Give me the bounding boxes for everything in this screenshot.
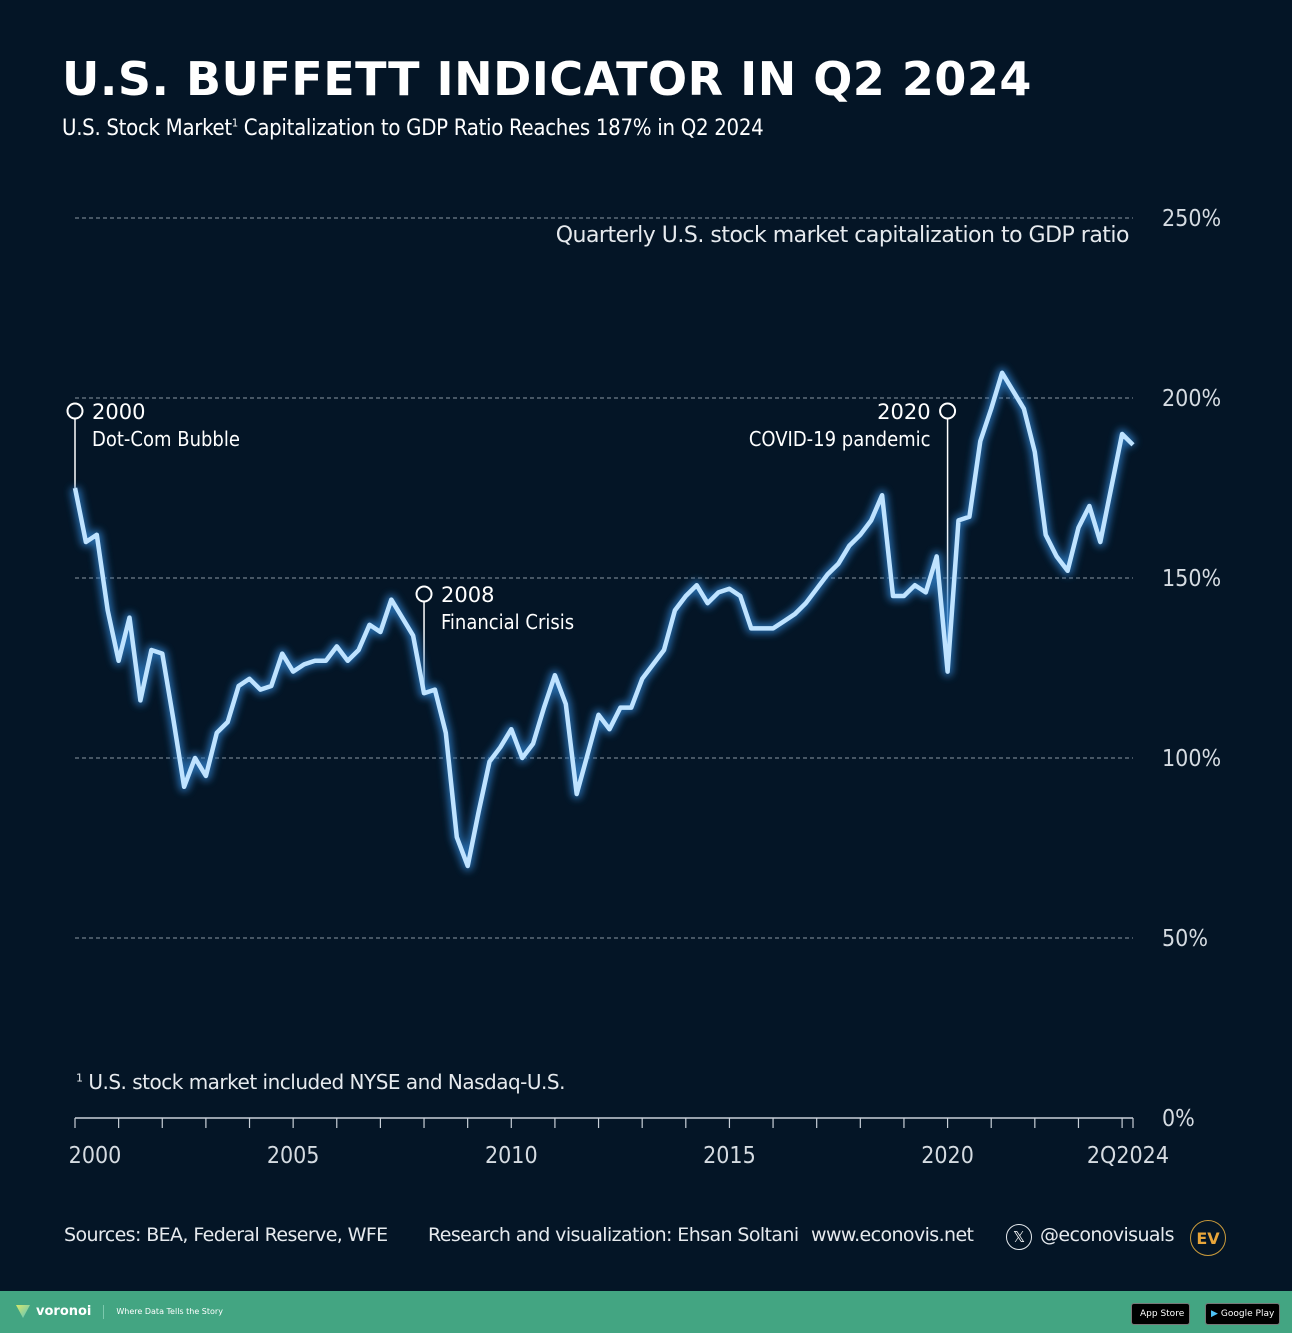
subtitle: U.S. Stock Market1 Capitalization to GDP… (62, 116, 764, 141)
x-tick-label: 2000 (69, 1143, 122, 1169)
x-tick-label: 2Q2024 (1087, 1143, 1169, 1169)
x-axis: 2000 2005 2010 2015 2020 2Q2024 (69, 1117, 1169, 1169)
y-tick-label: 50% (1162, 926, 1208, 952)
voronoi-logo-icon (16, 1305, 30, 1318)
voronoi-bar: voronoi Where Data Tells the Story App S… (0, 1291, 1292, 1333)
annotation-year: 2000 (92, 400, 145, 424)
x-tick-label: 2015 (703, 1143, 756, 1169)
y-tick-label: 250% (1162, 206, 1221, 232)
line-chart: 0%50%100%150%200%250% 2000 2005 2010 2015 20… (66, 206, 1221, 1169)
website-link[interactable]: www.econovis.net (811, 1224, 974, 1246)
subtitle-text-pre: U.S. Stock Market (62, 116, 232, 141)
series-label: Quarterly U.S. stock market capitalizati… (555, 223, 1130, 248)
x-tick-label: 2020 (921, 1143, 974, 1169)
annotation-label: Financial Crisis (441, 610, 574, 634)
annotation: 2008 Financial Crisis (415, 583, 574, 694)
y-axis: 0% 50% 100% 150% 200% 250% (1162, 206, 1221, 1132)
voronoi-name: voronoi (36, 1304, 92, 1319)
y-tick-label: 150% (1162, 566, 1221, 592)
series-line (72, 370, 1135, 869)
subtitle-text-post: Capitalization to GDP Ratio Reaches 187%… (237, 116, 764, 141)
footnote-marker: 1 (76, 1071, 83, 1085)
divider (103, 1304, 105, 1319)
x-logo-icon[interactable]: 𝕏 (1006, 1224, 1032, 1250)
social-handle[interactable]: @econovisuals (1040, 1224, 1175, 1246)
app-store-button[interactable]: App Store (1131, 1303, 1191, 1325)
google-play-label: Google Play (1220, 1309, 1275, 1319)
footnote-text: U.S. stock market included NYSE and Nasd… (82, 1070, 565, 1094)
annotation-label: Dot-Com Bubble (92, 427, 240, 451)
page-title: U.S. BUFFETT INDICATOR IN Q2 2024 (62, 52, 1032, 106)
annotation: 2000 Dot-Com Bubble (66, 400, 240, 488)
y-tick-label: 0% (1162, 1106, 1195, 1132)
credit: Research and visualization: Ehsan Soltan… (428, 1224, 799, 1246)
annotation-label: COVID-19 pandemic (749, 427, 931, 451)
y-tick-label: 200% (1162, 386, 1221, 412)
app-store-label: App Store (1140, 1309, 1185, 1319)
annotation-year: 2008 (441, 583, 494, 607)
annotation-marker (66, 402, 84, 420)
y-tick-label: 100% (1162, 746, 1221, 772)
google-play-button[interactable]: ▶ Google Play (1205, 1303, 1281, 1325)
gridlines (75, 217, 1133, 939)
voronoi-brand[interactable]: voronoi Where Data Tells the Story (16, 1304, 223, 1319)
annotation-marker (939, 402, 957, 420)
series-lines (70, 367, 1137, 871)
annotation-year: 2020 (877, 400, 930, 424)
voronoi-tagline: Where Data Tells the Story (116, 1307, 223, 1316)
annotation: 2020 COVID-19 pandemic (749, 400, 957, 672)
play-icon: ▶ (1211, 1309, 1218, 1319)
footnote-ref: 1 (231, 116, 238, 130)
x-tick-label: 2005 (267, 1143, 320, 1169)
annotation-marker (415, 585, 433, 603)
footnote: 1 U.S. stock market included NYSE and Na… (76, 1070, 565, 1094)
econovis-logo: EV (1190, 1220, 1226, 1256)
sources: Sources: BEA, Federal Reserve, WFE (64, 1224, 388, 1246)
x-tick-label: 2010 (485, 1143, 538, 1169)
